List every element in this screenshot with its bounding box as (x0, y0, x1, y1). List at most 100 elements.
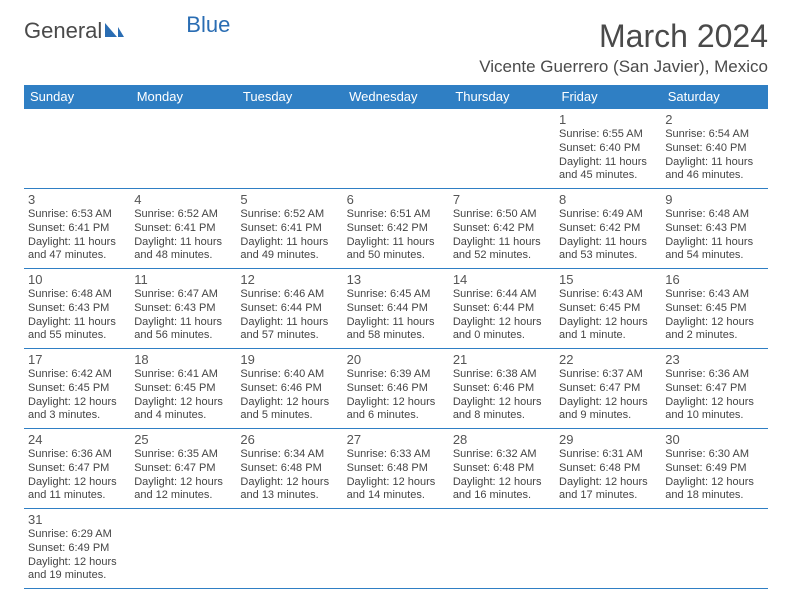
daylight-text: Daylight: 12 hours (559, 396, 657, 410)
sunset-text: Sunset: 6:44 PM (347, 302, 445, 316)
logo-text-general: General (24, 18, 102, 44)
calendar-week-row: 31Sunrise: 6:29 AMSunset: 6:49 PMDayligh… (24, 509, 768, 589)
sunrise-text: Sunrise: 6:38 AM (453, 368, 551, 382)
calendar-cell (661, 509, 767, 589)
sunset-text: Sunset: 6:45 PM (28, 382, 126, 396)
sunrise-text: Sunrise: 6:37 AM (559, 368, 657, 382)
calendar-cell (130, 509, 236, 589)
day-number: 29 (559, 432, 657, 447)
day-number: 10 (28, 272, 126, 287)
day-number: 16 (665, 272, 763, 287)
day-number: 31 (28, 512, 126, 527)
calendar-cell: 11Sunrise: 6:47 AMSunset: 6:43 PMDayligh… (130, 269, 236, 349)
daylight-text: and 3 minutes. (28, 409, 126, 423)
sunset-text: Sunset: 6:48 PM (559, 462, 657, 476)
sunset-text: Sunset: 6:43 PM (134, 302, 232, 316)
sunrise-text: Sunrise: 6:29 AM (28, 528, 126, 542)
calendar-cell: 14Sunrise: 6:44 AMSunset: 6:44 PMDayligh… (449, 269, 555, 349)
daylight-text: Daylight: 12 hours (665, 396, 763, 410)
daylight-text: Daylight: 11 hours (665, 236, 763, 250)
daylight-text: and 14 minutes. (347, 489, 445, 503)
daylight-text: Daylight: 11 hours (134, 316, 232, 330)
daylight-text: and 19 minutes. (28, 569, 126, 583)
sunrise-text: Sunrise: 6:52 AM (240, 208, 338, 222)
sunrise-text: Sunrise: 6:47 AM (134, 288, 232, 302)
calendar-cell (24, 109, 130, 189)
sunset-text: Sunset: 6:47 PM (28, 462, 126, 476)
sunset-text: Sunset: 6:46 PM (453, 382, 551, 396)
daylight-text: and 5 minutes. (240, 409, 338, 423)
daylight-text: Daylight: 12 hours (559, 476, 657, 490)
calendar-cell: 8Sunrise: 6:49 AMSunset: 6:42 PMDaylight… (555, 189, 661, 269)
weekday-header-row: SundayMondayTuesdayWednesdayThursdayFrid… (24, 85, 768, 109)
day-number: 21 (453, 352, 551, 367)
daylight-text: and 57 minutes. (240, 329, 338, 343)
daylight-text: and 46 minutes. (665, 169, 763, 183)
sunset-text: Sunset: 6:46 PM (347, 382, 445, 396)
sunrise-text: Sunrise: 6:50 AM (453, 208, 551, 222)
calendar-cell: 3Sunrise: 6:53 AMSunset: 6:41 PMDaylight… (24, 189, 130, 269)
daylight-text: and 47 minutes. (28, 249, 126, 263)
logo: General Blue (24, 18, 230, 44)
daylight-text: Daylight: 12 hours (240, 476, 338, 490)
month-title: March 2024 (479, 18, 768, 55)
sunset-text: Sunset: 6:40 PM (559, 142, 657, 156)
daylight-text: Daylight: 11 hours (453, 236, 551, 250)
day-number: 25 (134, 432, 232, 447)
sunset-text: Sunset: 6:45 PM (134, 382, 232, 396)
daylight-text: Daylight: 12 hours (28, 476, 126, 490)
daylight-text: and 9 minutes. (559, 409, 657, 423)
calendar-cell: 26Sunrise: 6:34 AMSunset: 6:48 PMDayligh… (236, 429, 342, 509)
sunrise-text: Sunrise: 6:48 AM (665, 208, 763, 222)
day-number: 11 (134, 272, 232, 287)
day-number: 20 (347, 352, 445, 367)
sunset-text: Sunset: 6:48 PM (240, 462, 338, 476)
sunset-text: Sunset: 6:42 PM (453, 222, 551, 236)
calendar-cell (236, 509, 342, 589)
daylight-text: and 13 minutes. (240, 489, 338, 503)
sunrise-text: Sunrise: 6:51 AM (347, 208, 445, 222)
sunset-text: Sunset: 6:45 PM (559, 302, 657, 316)
calendar-cell: 22Sunrise: 6:37 AMSunset: 6:47 PMDayligh… (555, 349, 661, 429)
daylight-text: Daylight: 12 hours (347, 396, 445, 410)
header: General Blue March 2024 Vicente Guerrero… (24, 18, 768, 77)
daylight-text: Daylight: 12 hours (665, 476, 763, 490)
calendar-cell (236, 109, 342, 189)
sunrise-text: Sunrise: 6:39 AM (347, 368, 445, 382)
sunrise-text: Sunrise: 6:48 AM (28, 288, 126, 302)
sunrise-text: Sunrise: 6:49 AM (559, 208, 657, 222)
daylight-text: Daylight: 11 hours (347, 316, 445, 330)
daylight-text: Daylight: 12 hours (665, 316, 763, 330)
daylight-text: Daylight: 12 hours (453, 476, 551, 490)
calendar-cell: 20Sunrise: 6:39 AMSunset: 6:46 PMDayligh… (343, 349, 449, 429)
sunset-text: Sunset: 6:46 PM (240, 382, 338, 396)
daylight-text: Daylight: 12 hours (134, 396, 232, 410)
daylight-text: Daylight: 12 hours (134, 476, 232, 490)
calendar-cell (449, 509, 555, 589)
daylight-text: Daylight: 12 hours (559, 316, 657, 330)
day-number: 4 (134, 192, 232, 207)
calendar-cell: 28Sunrise: 6:32 AMSunset: 6:48 PMDayligh… (449, 429, 555, 509)
day-number: 7 (453, 192, 551, 207)
day-number: 3 (28, 192, 126, 207)
daylight-text: Daylight: 11 hours (134, 236, 232, 250)
day-number: 5 (240, 192, 338, 207)
day-number: 27 (347, 432, 445, 447)
daylight-text: and 6 minutes. (347, 409, 445, 423)
daylight-text: Daylight: 11 hours (665, 156, 763, 170)
calendar-cell: 29Sunrise: 6:31 AMSunset: 6:48 PMDayligh… (555, 429, 661, 509)
sunrise-text: Sunrise: 6:42 AM (28, 368, 126, 382)
sunset-text: Sunset: 6:40 PM (665, 142, 763, 156)
sunset-text: Sunset: 6:47 PM (134, 462, 232, 476)
sunrise-text: Sunrise: 6:32 AM (453, 448, 551, 462)
sunset-text: Sunset: 6:47 PM (559, 382, 657, 396)
calendar-table: SundayMondayTuesdayWednesdayThursdayFrid… (24, 85, 768, 589)
daylight-text: and 8 minutes. (453, 409, 551, 423)
calendar-cell: 4Sunrise: 6:52 AMSunset: 6:41 PMDaylight… (130, 189, 236, 269)
calendar-cell: 12Sunrise: 6:46 AMSunset: 6:44 PMDayligh… (236, 269, 342, 349)
daylight-text: Daylight: 12 hours (347, 476, 445, 490)
daylight-text: and 53 minutes. (559, 249, 657, 263)
calendar-cell: 10Sunrise: 6:48 AMSunset: 6:43 PMDayligh… (24, 269, 130, 349)
daylight-text: Daylight: 11 hours (347, 236, 445, 250)
calendar-cell (449, 109, 555, 189)
